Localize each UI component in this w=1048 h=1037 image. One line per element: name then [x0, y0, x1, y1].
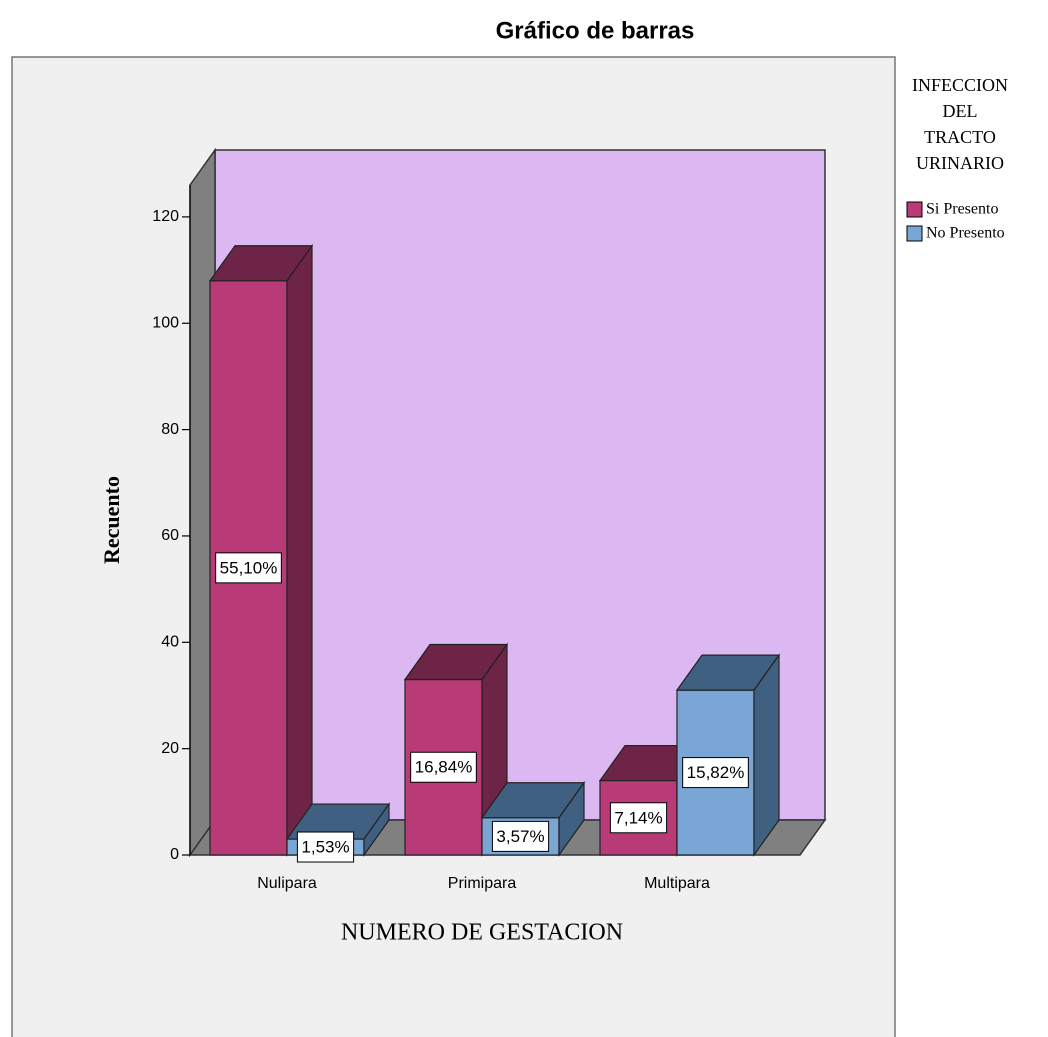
data-label-box	[410, 751, 477, 783]
x-axis-title: NUMERO DE GESTACION	[341, 920, 623, 946]
data-label: 16,84%	[415, 758, 473, 777]
y-tick-label: 80	[161, 421, 179, 438]
y-tick-label: 40	[161, 634, 179, 651]
y-tick-label: 0	[170, 846, 179, 863]
bar-side	[558, 780, 585, 857]
legend-title: URINARIO	[916, 153, 1004, 173]
y-tick-label: 100	[152, 314, 179, 331]
x-tick-label: Nulipara	[257, 875, 317, 892]
legend-title: TRACTO	[924, 127, 996, 147]
data-label-box	[215, 552, 282, 584]
x-tick-label: Multipara	[644, 875, 710, 892]
legend-title: DEL	[943, 101, 978, 121]
data-label: 1,53%	[301, 838, 349, 857]
data-label: 15,82%	[687, 763, 745, 782]
data-label-box	[609, 802, 668, 834]
y-tick-label: 20	[161, 740, 179, 757]
data-label: 3,57%	[496, 827, 544, 846]
y-axis-title: Recuento	[99, 476, 124, 564]
y-tick-label: 60	[161, 527, 179, 544]
bar-side	[363, 802, 390, 857]
legend-label: Si Presento	[926, 201, 998, 218]
data-label-box	[296, 831, 355, 863]
y-tick-label: 120	[152, 208, 179, 225]
legend-swatch	[906, 225, 923, 242]
bar-side	[286, 243, 313, 857]
chart-title: Gráfico de barras	[496, 17, 695, 44]
legend-title: INFECCION	[912, 75, 1008, 95]
data-label: 55,10%	[220, 558, 278, 577]
data-label: 7,14%	[614, 808, 662, 827]
data-label-box	[491, 820, 550, 852]
data-label-box	[682, 757, 749, 789]
legend-swatch	[906, 201, 923, 218]
x-tick-label: Primipara	[448, 875, 517, 892]
bar-side	[753, 653, 780, 857]
legend-label: No Presento	[926, 225, 1005, 242]
